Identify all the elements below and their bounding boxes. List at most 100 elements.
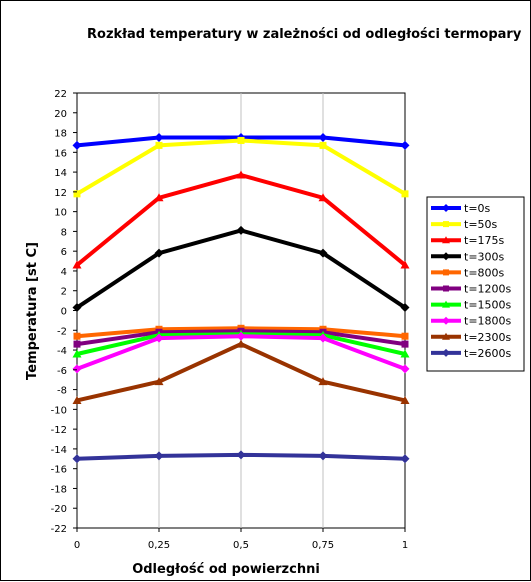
y-tick-label: 6 bbox=[61, 247, 67, 258]
series-group bbox=[73, 136, 409, 198]
data-point bbox=[72, 395, 82, 404]
y-tick-labels: 2220181614121086420-2-4-6-8-10-12-14-16-… bbox=[51, 89, 77, 535]
legend-item: t=175s bbox=[431, 234, 505, 247]
series-group bbox=[72, 225, 410, 313]
data-point bbox=[442, 252, 450, 261]
data-point bbox=[72, 303, 82, 313]
data-point bbox=[72, 260, 82, 269]
series-group bbox=[72, 170, 410, 269]
legend-label: t=1200s bbox=[464, 283, 512, 296]
data-point bbox=[236, 331, 246, 341]
legend-item: t=1200s bbox=[431, 283, 512, 296]
data-point bbox=[318, 132, 328, 142]
y-tick-label: 14 bbox=[54, 168, 67, 179]
y-tick-label: 2 bbox=[61, 287, 67, 298]
data-point bbox=[443, 269, 449, 276]
legend-label: t=1500s bbox=[464, 299, 512, 312]
data-point bbox=[400, 395, 410, 404]
data-point bbox=[154, 333, 164, 343]
data-point bbox=[401, 190, 409, 198]
data-point bbox=[154, 451, 164, 461]
data-point bbox=[73, 190, 81, 198]
data-point bbox=[73, 340, 81, 348]
data-point bbox=[442, 236, 450, 244]
series-group bbox=[72, 339, 410, 404]
legend-label: t=0s bbox=[464, 202, 491, 215]
y-tick-label: -8 bbox=[57, 386, 67, 397]
data-point bbox=[318, 333, 328, 343]
series-group bbox=[72, 331, 410, 374]
legend-item: t=50s bbox=[431, 218, 498, 231]
y-tick-label: -2 bbox=[57, 326, 67, 337]
data-point bbox=[154, 132, 164, 142]
data-point bbox=[400, 260, 410, 269]
y-tick-label: 8 bbox=[61, 227, 67, 238]
legend-label: t=300s bbox=[464, 250, 505, 263]
legend-item: t=1500s bbox=[431, 299, 512, 312]
data-point bbox=[72, 364, 82, 374]
data-point bbox=[154, 377, 164, 386]
legend-item: t=300s bbox=[431, 250, 505, 263]
y-tick-label: -18 bbox=[51, 484, 67, 495]
legend-label: t=50s bbox=[464, 218, 498, 231]
data-point bbox=[318, 451, 328, 461]
data-point bbox=[72, 140, 82, 150]
legend-label: t=1800s bbox=[464, 315, 512, 328]
x-tick-label: 0 bbox=[74, 540, 80, 551]
y-tick-label: 4 bbox=[61, 267, 67, 278]
series-group bbox=[72, 450, 410, 464]
y-tick-label: 0 bbox=[61, 307, 67, 318]
legend-label: t=175s bbox=[464, 234, 505, 247]
y-tick-label: -20 bbox=[51, 504, 67, 515]
legend-item: t=2600s bbox=[431, 347, 512, 360]
legend-item: t=2300s bbox=[431, 331, 512, 344]
data-point bbox=[442, 332, 450, 340]
data-point bbox=[318, 248, 328, 258]
data-point bbox=[237, 136, 245, 144]
series-layer bbox=[72, 132, 410, 464]
data-point bbox=[400, 349, 410, 358]
x-tick-label: 0,75 bbox=[312, 540, 334, 551]
legend-items: t=0s t=50s t=175s t=300s t=800s t=1200s t=1500… bbox=[431, 202, 512, 360]
data-point bbox=[400, 303, 410, 313]
y-tick-label: 12 bbox=[54, 188, 67, 199]
x-tick-label: 1 bbox=[402, 540, 408, 551]
data-point bbox=[319, 141, 327, 149]
y-tick-label: -14 bbox=[51, 445, 67, 456]
data-point bbox=[155, 141, 163, 149]
legend: t=0s t=50s t=175s t=300s t=800s t=1200s t=1500… bbox=[426, 196, 525, 372]
x-tick-labels: 0 0,25 0,5 0,75 1 bbox=[74, 528, 408, 551]
chart-title: Rozkład temperatury w zależności od odle… bbox=[87, 27, 522, 42]
legend-label: t=2300s bbox=[464, 331, 512, 344]
data-point bbox=[442, 316, 450, 325]
data-point bbox=[72, 454, 82, 464]
y-tick-label: -22 bbox=[51, 524, 67, 535]
data-point bbox=[443, 285, 449, 292]
y-tick-label: -16 bbox=[51, 465, 67, 476]
data-point bbox=[72, 349, 82, 358]
y-tick-label: 10 bbox=[54, 208, 67, 219]
data-point bbox=[236, 450, 246, 460]
data-point bbox=[442, 300, 450, 308]
data-point bbox=[154, 248, 164, 258]
data-point bbox=[400, 364, 410, 374]
data-point bbox=[318, 193, 328, 202]
data-point bbox=[401, 332, 409, 340]
legend-item: t=0s bbox=[431, 202, 491, 215]
data-point bbox=[400, 140, 410, 150]
x-tick-label: 0,25 bbox=[148, 540, 170, 551]
data-point bbox=[73, 332, 81, 340]
data-point bbox=[400, 454, 410, 464]
y-tick-label: 18 bbox=[54, 129, 67, 140]
data-point bbox=[236, 339, 246, 348]
data-point bbox=[236, 225, 246, 235]
data-point bbox=[442, 204, 450, 212]
y-tick-label: 16 bbox=[54, 148, 67, 159]
y-tick-label: 20 bbox=[54, 109, 67, 120]
y-tick-label: 22 bbox=[54, 89, 67, 100]
y-axis-label: Temperatura [st C] bbox=[25, 242, 40, 380]
legend-label: t=800s bbox=[464, 266, 505, 279]
legend-label: t=2600s bbox=[464, 347, 512, 360]
